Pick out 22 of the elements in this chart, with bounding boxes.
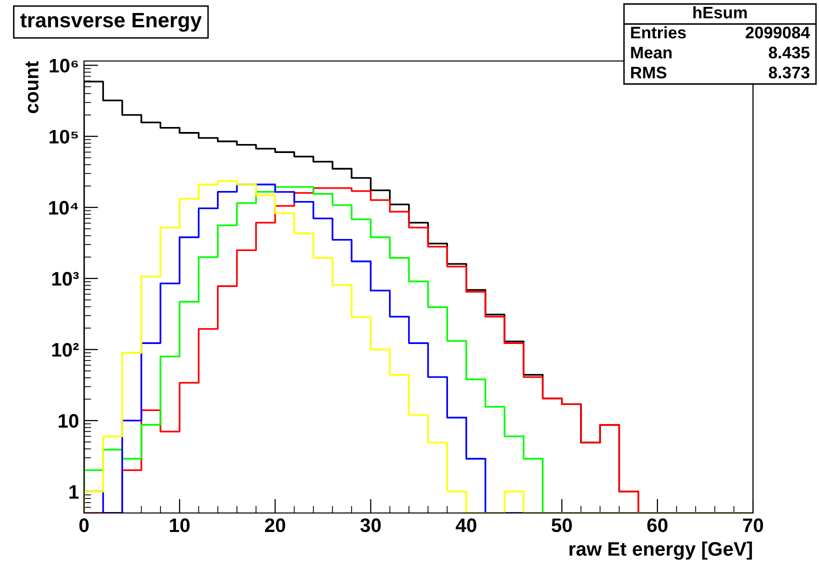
- y-tick-label: 10³: [52, 272, 79, 286]
- x-tick-label: 30: [360, 518, 381, 532]
- x-tick-label: 50: [552, 518, 572, 532]
- x-tick-label: 40: [456, 518, 476, 532]
- text: RMS 8.373: [631, 66, 810, 78]
- x-tick-label: 70: [743, 518, 764, 532]
- x-tick-label: 10: [170, 518, 190, 532]
- y-axis-title: count: [26, 61, 38, 114]
- text: Entries 2099084: [631, 26, 810, 38]
- text: Mean 8.435: [631, 46, 810, 58]
- y-tick-label: 10: [58, 414, 78, 428]
- x-axis-title: raw Et energy [GeV]: [570, 542, 752, 560]
- y-tick-label: 10⁶: [50, 58, 78, 73]
- text: hEsum: [693, 6, 747, 18]
- y-tick-label: 10⁴: [49, 200, 78, 215]
- x-tick-label: 60: [647, 518, 668, 532]
- x-tick-label: 20: [265, 518, 286, 532]
- y-tick-label: 1: [70, 485, 79, 499]
- y-tick-label: 10⁵: [50, 130, 78, 144]
- y-tick-label: 10²: [52, 342, 79, 357]
- x-tick-label: 0: [79, 518, 89, 532]
- chart-title: transverse Energy: [20, 12, 202, 32]
